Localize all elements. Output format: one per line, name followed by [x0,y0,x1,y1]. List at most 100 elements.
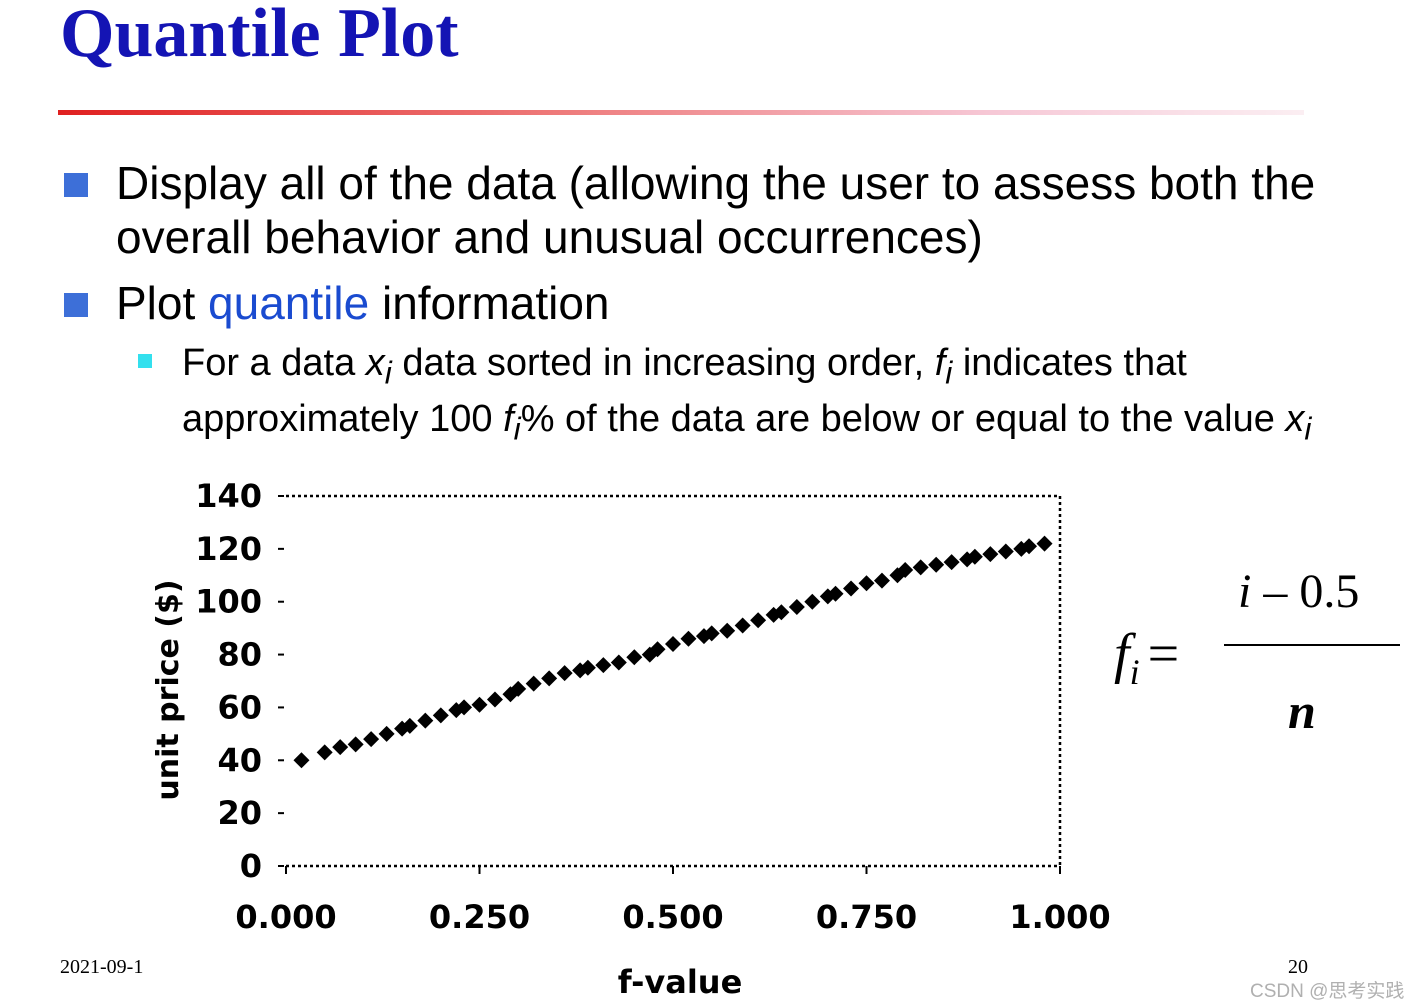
data-point [448,702,465,719]
sub-i: i [513,410,521,447]
data-point [541,670,558,687]
data-point [788,599,805,615]
data-point [363,731,380,748]
x-tick-label: 1.000 [1009,898,1110,936]
x-axis-label: f-value [618,963,743,1000]
data-point [649,641,666,658]
sub-text-4: % of the data are below or equal to the … [520,397,1286,440]
bullet-2-before: Plot [116,277,209,329]
x-tick-label: 0.250 [429,898,530,936]
y-tick-label: 100 [195,583,262,621]
data-point [943,554,960,571]
data-point [456,699,473,716]
data-point [293,752,310,769]
data-point [471,696,488,713]
quantile-formula: fi = i – 0.5 n [1110,560,1410,750]
data-point [525,675,542,692]
sub-text-1: For a data [182,342,366,384]
formula-denominator: n [1288,683,1316,739]
var-f: f [934,342,946,384]
var-f: f [503,397,514,440]
data-point [680,630,697,647]
data-point [347,736,364,753]
formula-num-i: i [1238,565,1252,618]
data-point [665,636,681,652]
data-point [695,628,712,645]
watermark: CSDN @思考实践 [1250,981,1405,1002]
bullet-2-after: information [369,277,610,329]
data-point [734,617,751,634]
y-tick-label: 60 [217,688,262,726]
data-point [928,556,945,573]
data-point [912,559,929,576]
data-point [394,720,411,737]
data-point [719,622,736,639]
formula-num-rest: – 0.5 [1251,565,1360,618]
data-point [626,649,643,666]
y-tick-label: 20 [217,794,262,832]
quantile-term: quantile [208,277,370,329]
y-tick-label: 0 [240,847,262,885]
data-point [641,646,658,663]
sub-i: i [945,354,953,391]
sub-text-3: indicates that approximately 100 [182,342,1187,440]
bullet-1: Display all of the data (allowing the us… [62,156,1382,266]
data-point [804,593,821,610]
sub-bullet-square-icon [138,354,152,368]
y-tick-label: 120 [195,530,262,568]
x-tick-labels: 0.000 0.250 0.500 0.750 1.000 [235,866,1111,936]
sub-i: i [1304,410,1312,447]
y-tick-label: 140 [195,477,262,515]
y-axis-label: unit price ($) [151,579,186,800]
sub-bullet: For a data xi data sorted in increasing … [136,340,1396,452]
data-point [486,691,503,708]
data-point [432,707,449,724]
bullet-2-text: Plot quantile information [116,276,1396,330]
bullet-1-text: Display all of the data (allowing the us… [116,157,1316,263]
data-point [579,659,596,676]
data-point [873,572,890,589]
x-tick-label: 0.000 [235,898,336,936]
data-point [858,575,875,592]
x-tick-label: 0.500 [622,898,723,936]
title-underline [58,110,1304,115]
data-point [510,680,527,697]
formula-lhs: fi = [1114,622,1179,693]
data-point [332,739,349,756]
data-point [773,604,790,621]
data-point [401,717,418,734]
formula-f: f [1114,623,1130,685]
data-point [827,585,844,602]
y-tick-labels: 0 20 40 60 80 100 120 140 [195,477,284,885]
bullet-square-icon [64,293,88,317]
page-number: 20 [1288,956,1308,978]
fraction-bar [1224,644,1400,646]
quantile-plot: 0 20 40 60 80 100 120 140 0.000 0.250 0.500 0.750 1… [151,477,1111,1000]
data-point [703,625,720,642]
var-x: x [1285,397,1305,440]
slide-title: Quantile Plot [60,0,459,72]
data-point [378,725,395,742]
data-point [889,567,906,584]
y-tick-label: 80 [217,636,262,674]
y-tick-label: 40 [217,741,262,779]
data-point [897,562,914,578]
data-point [417,712,434,729]
data-point [556,665,573,682]
bullet-square-icon [64,173,88,197]
sub-bullet-text: For a data xi data sorted in increasing … [182,340,1396,451]
data-point [997,543,1014,560]
data-point [843,580,860,597]
footer-date: 2021-09-1 [60,956,144,978]
data-point [610,654,627,671]
formula-equals: = [1147,623,1180,685]
data-point [1021,538,1038,555]
sub-i: i [384,354,392,391]
data-point [595,657,612,674]
data-point [316,744,333,761]
data-points [293,535,1053,769]
data-point [1013,540,1030,557]
data-point [966,548,983,565]
formula-numerator: i – 0.5 [1238,564,1359,619]
x-tick-label: 0.750 [816,898,917,936]
